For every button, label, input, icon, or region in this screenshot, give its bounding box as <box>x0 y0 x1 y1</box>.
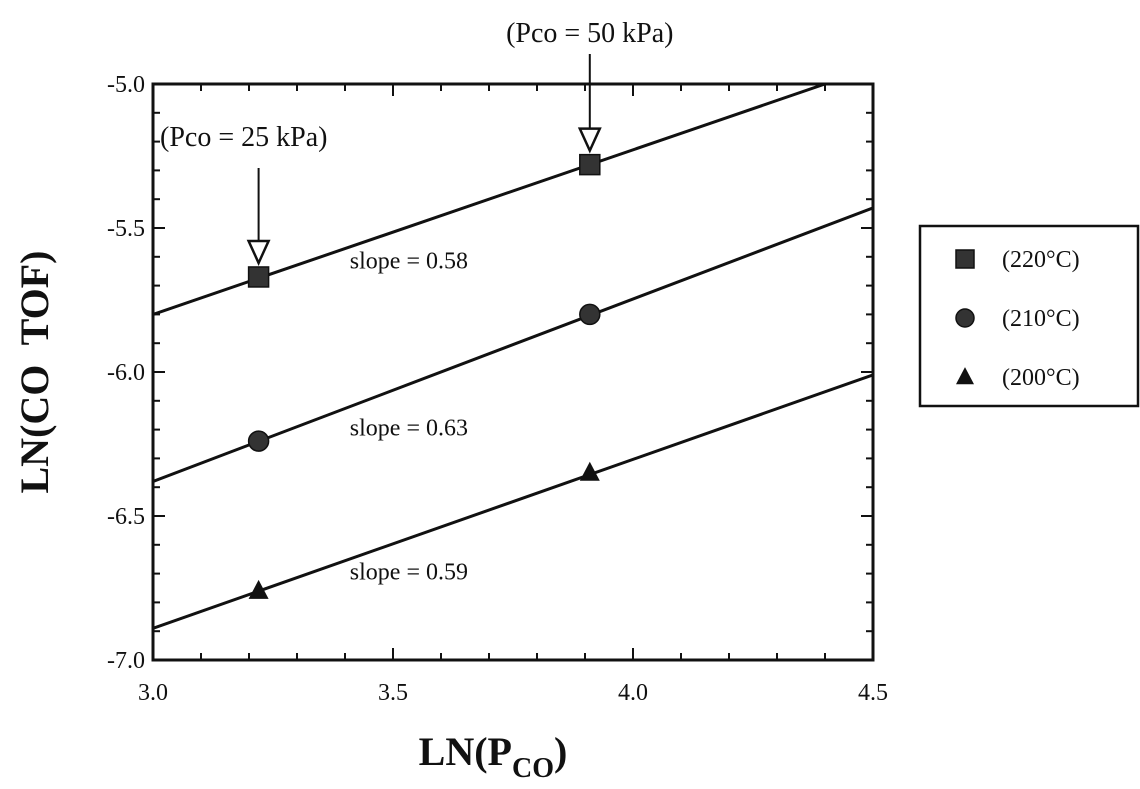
x-axis-label: LN(PCO) <box>419 729 568 784</box>
axis-ticks: 3.0 3.5 4.0 4.5 -5.0 -5.5 -6.0 -6.5 -7.0 <box>107 72 888 706</box>
x-axis-label-main: LN(P <box>419 729 512 774</box>
y-tick-label: -6.5 <box>107 504 145 530</box>
y-tick-label: -5.0 <box>107 72 145 98</box>
x-axis-label-close: ) <box>554 729 567 774</box>
annotation-label: (Pco = 25 kPa) <box>160 122 327 153</box>
y-axis-label: LN(CO TOF) <box>12 251 57 494</box>
plot-area-border <box>151 82 875 662</box>
y-tick-label: -5.5 <box>107 216 145 242</box>
slope-label: slope = 0.59 <box>350 559 468 585</box>
annotation-arrow-head <box>246 239 271 266</box>
legend-marker-circle <box>955 308 975 328</box>
x-tick-label: 4.5 <box>858 680 888 706</box>
legend-label: (200°C) <box>1002 365 1080 391</box>
x-tick-label: 3.0 <box>138 680 168 706</box>
legend-marker-square <box>955 249 975 269</box>
y-tick-label: -6.0 <box>107 360 145 386</box>
data-markers <box>247 153 601 599</box>
fit-line-circle <box>153 206 873 483</box>
legend-label: (210°C) <box>1002 306 1080 332</box>
slope-label: slope = 0.58 <box>350 248 468 274</box>
axis-labels: slope = 0.58 slope = 0.63 slope = 0.59 LN(C… <box>12 248 567 784</box>
y-tick-label: -7.0 <box>107 648 145 674</box>
legend-label: (220°C) <box>1002 247 1080 273</box>
x-tick-label: 3.5 <box>378 680 408 706</box>
legend-marker-triangle <box>956 367 974 385</box>
annotation-label: (Pco = 50 kPa) <box>506 18 673 49</box>
slope-label: slope = 0.63 <box>350 415 468 441</box>
legend: (220°C) (210°C) (200°C) <box>918 224 1140 408</box>
plot-frame <box>151 82 875 662</box>
data-point-circle <box>579 303 601 326</box>
annotations: (Pco = 25 kPa) (Pco = 50 kPa) <box>160 18 674 266</box>
data-point-square <box>247 266 270 288</box>
x-axis-label-subscript: CO <box>512 753 554 784</box>
data-point-square <box>579 153 601 176</box>
data-point-triangle <box>248 579 269 599</box>
data-point-triangle <box>579 461 600 481</box>
fit-lines <box>153 84 873 630</box>
data-point-circle <box>247 430 270 452</box>
fit-line-triangle <box>153 373 873 630</box>
x-tick-label: 4.0 <box>618 680 648 706</box>
annotation-arrow-head <box>577 127 602 154</box>
